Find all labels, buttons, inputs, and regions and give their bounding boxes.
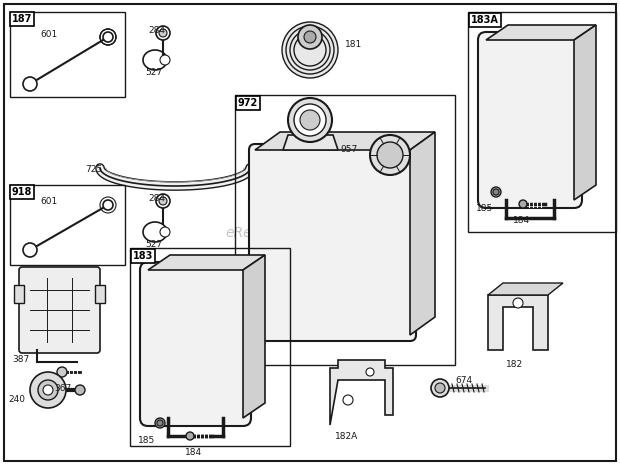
Bar xyxy=(10,12,125,97)
FancyBboxPatch shape xyxy=(19,267,100,353)
Circle shape xyxy=(30,372,66,408)
Circle shape xyxy=(300,110,320,130)
Circle shape xyxy=(157,420,163,426)
Circle shape xyxy=(159,197,167,205)
Circle shape xyxy=(435,383,445,393)
Text: eReplacementParts.com: eReplacementParts.com xyxy=(225,226,395,239)
Circle shape xyxy=(156,26,170,40)
Circle shape xyxy=(513,298,523,308)
Text: 918: 918 xyxy=(12,187,32,197)
Bar xyxy=(468,12,616,232)
Bar xyxy=(130,248,290,446)
Circle shape xyxy=(294,104,326,136)
Text: 957: 957 xyxy=(340,145,357,154)
Circle shape xyxy=(282,22,338,78)
Polygon shape xyxy=(488,295,548,350)
Circle shape xyxy=(186,432,194,440)
Circle shape xyxy=(304,31,316,43)
Circle shape xyxy=(370,135,410,175)
Text: 182A: 182A xyxy=(335,432,358,441)
Circle shape xyxy=(160,55,170,65)
Text: 181: 181 xyxy=(345,40,362,49)
Circle shape xyxy=(491,187,501,197)
Circle shape xyxy=(493,189,499,195)
Circle shape xyxy=(366,368,374,376)
Polygon shape xyxy=(486,25,596,40)
Circle shape xyxy=(160,227,170,237)
Circle shape xyxy=(377,142,403,168)
Circle shape xyxy=(298,25,322,49)
Text: 185: 185 xyxy=(138,436,155,445)
Bar xyxy=(14,285,24,303)
Circle shape xyxy=(103,32,113,42)
Text: 725: 725 xyxy=(85,165,102,174)
Polygon shape xyxy=(148,255,265,270)
Polygon shape xyxy=(243,255,265,418)
FancyBboxPatch shape xyxy=(478,32,582,208)
Text: 972: 972 xyxy=(238,98,259,108)
Text: 387: 387 xyxy=(12,355,29,364)
Circle shape xyxy=(431,379,449,397)
Text: 185: 185 xyxy=(476,204,494,213)
Text: 284: 284 xyxy=(148,194,165,203)
Polygon shape xyxy=(255,132,435,150)
FancyBboxPatch shape xyxy=(140,262,251,426)
Circle shape xyxy=(23,77,37,91)
Circle shape xyxy=(103,200,113,210)
Text: 184: 184 xyxy=(185,448,202,457)
Circle shape xyxy=(155,418,165,428)
Bar xyxy=(10,185,125,265)
Text: 182: 182 xyxy=(506,360,523,369)
Text: 187: 187 xyxy=(12,14,32,24)
Bar xyxy=(95,285,105,303)
Text: 240: 240 xyxy=(8,395,25,404)
Circle shape xyxy=(57,367,67,377)
Text: 367: 367 xyxy=(54,384,71,393)
Circle shape xyxy=(23,243,37,257)
Text: 284: 284 xyxy=(148,26,165,35)
Polygon shape xyxy=(574,25,596,200)
Circle shape xyxy=(43,385,53,395)
Text: 183: 183 xyxy=(133,251,153,261)
Bar xyxy=(235,95,455,365)
Circle shape xyxy=(288,98,332,142)
Polygon shape xyxy=(283,135,338,150)
Text: 527: 527 xyxy=(145,240,162,249)
Circle shape xyxy=(343,395,353,405)
Circle shape xyxy=(75,385,85,395)
Text: 674: 674 xyxy=(455,376,472,385)
Circle shape xyxy=(156,194,170,208)
Polygon shape xyxy=(330,360,393,425)
Polygon shape xyxy=(410,132,435,335)
Text: 183A: 183A xyxy=(471,15,499,25)
Text: 601: 601 xyxy=(40,30,57,39)
Text: 527: 527 xyxy=(145,68,162,77)
FancyBboxPatch shape xyxy=(249,144,416,341)
Text: 184: 184 xyxy=(513,216,530,225)
Circle shape xyxy=(38,380,58,400)
Polygon shape xyxy=(488,283,563,295)
Circle shape xyxy=(159,29,167,37)
Circle shape xyxy=(519,200,527,208)
Text: 601: 601 xyxy=(40,197,57,206)
